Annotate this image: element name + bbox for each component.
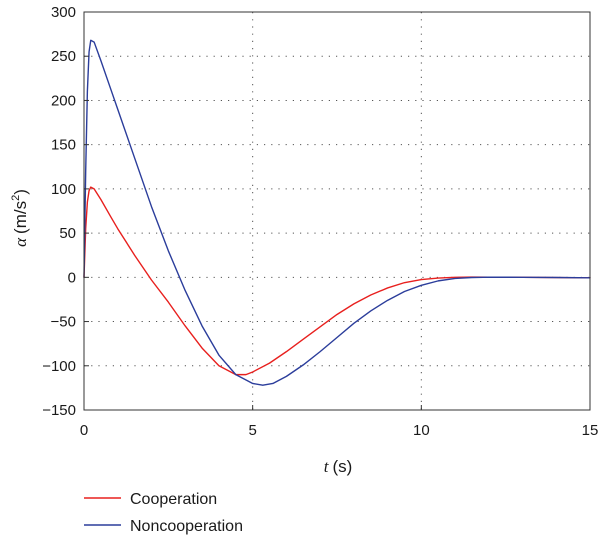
y-axis-unit-sup: 2 — [10, 195, 22, 201]
x-tick-label: 15 — [582, 422, 599, 439]
grid-layer — [84, 12, 590, 410]
x-axis-label: t (s) — [324, 457, 353, 476]
legend-label-noncooperation: Noncooperation — [130, 518, 243, 535]
y-tick-label: 300 — [51, 4, 76, 21]
y-tick-label: 150 — [51, 137, 76, 154]
legend: Cooperation Noncooperation — [84, 491, 243, 535]
y-tick-label: 0 — [68, 269, 76, 286]
x-tick-label: 10 — [413, 422, 430, 439]
plot-frame — [83, 11, 591, 411]
y-axis-unit-post: ) — [11, 189, 30, 195]
legend-label-cooperation: Cooperation — [130, 491, 217, 508]
y-axis-symbol: α — [11, 237, 30, 247]
y-axis-label: α (m/s2) — [10, 189, 30, 247]
y-tick-label: −50 — [51, 314, 76, 331]
y-tick-label: 50 — [59, 225, 76, 242]
x-tick-label: 0 — [80, 422, 88, 439]
y-tick-label: 250 — [51, 48, 76, 65]
y-tick-label: 200 — [51, 92, 76, 109]
x-axis-symbol: t — [324, 457, 330, 476]
x-tick-label: 5 — [248, 422, 256, 439]
series-line-cooperation — [83, 186, 591, 376]
series-layer — [83, 39, 591, 386]
x-axis-unit: (s) — [332, 457, 352, 476]
y-tick-label: −100 — [42, 358, 76, 375]
y-tick-label: −150 — [42, 402, 76, 419]
series-line-noncooperation — [83, 39, 591, 386]
y-axis-unit-pre: (m/s — [11, 201, 30, 234]
y-tick-label: 100 — [51, 181, 76, 198]
